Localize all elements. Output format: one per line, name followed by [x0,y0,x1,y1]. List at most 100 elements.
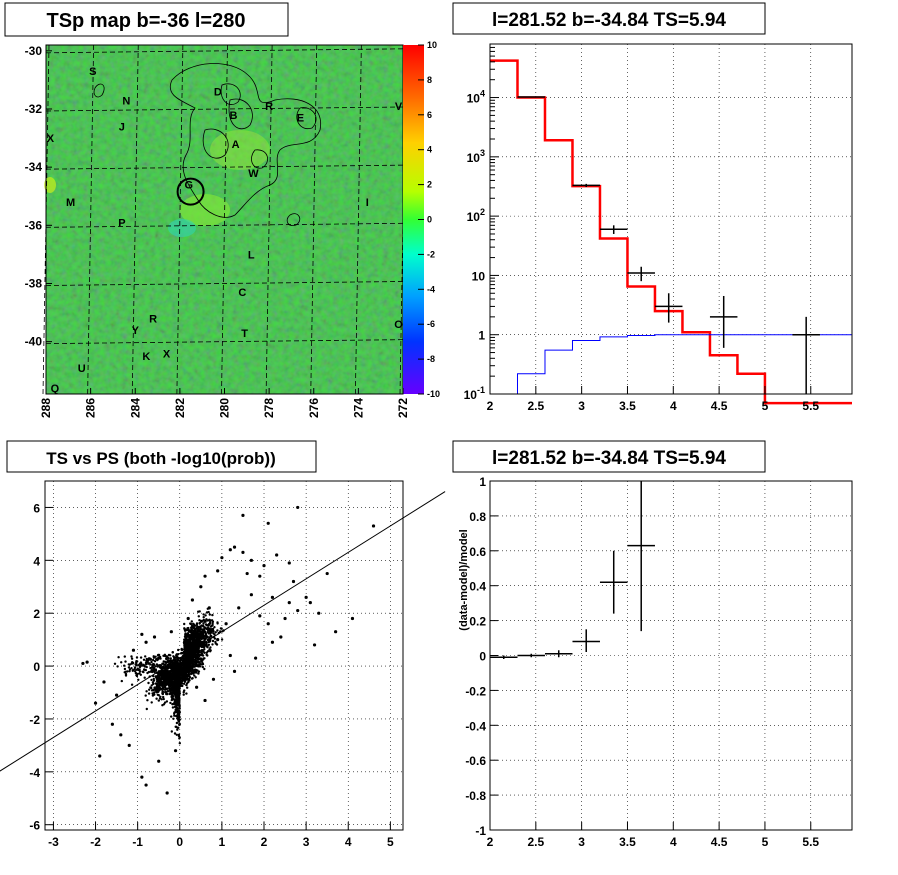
scatter-point [115,693,119,697]
scatter-point [224,622,228,626]
scatter-point [350,616,355,621]
colorbar-tick-label: -6 [427,319,435,329]
scatter-point [207,606,211,610]
scatter-point [131,648,136,652]
scatter-point [258,614,262,618]
scatter-x-tick-label: -3 [48,835,59,849]
map-gridline [45,106,404,112]
colorbar-tick-label: -10 [427,389,440,399]
scatter-point [228,548,232,552]
scatter-point [140,775,144,779]
scatter-point [199,585,203,589]
scatter-point [296,608,300,613]
spectrum-plot-area [490,44,852,394]
map-x-tick-label: 286 [84,398,98,418]
spectrum-x-tick-label: 4.5 [711,399,728,413]
source-label: D [214,87,222,99]
map-x-tick-label: 274 [351,398,365,418]
scatter-x-tick-label: -1 [132,835,143,849]
source-label: E [297,113,304,125]
source-label: P [118,217,125,229]
colorbar-tick-label: 0 [427,215,432,225]
scatter-point [165,791,169,795]
scatter-x-tick-label: 5 [387,835,394,849]
scatter-point [249,558,253,562]
residual-panel: l=281.52 b=-34.84 TS=5.94 2 2.5 3 3.5 4 4.5 5 5… [452,440,853,849]
scatter-point [241,513,245,517]
selected-position-circle [176,177,205,206]
source-label: N [122,95,130,107]
scatter-x-tick-label: 1 [219,835,226,849]
map-y-tick-label: -32 [25,102,43,116]
scatter-point [270,640,275,644]
colorbar-tick-label: 10 [427,40,437,50]
residual-y-tick-label: 0.2 [469,615,486,629]
residual-x-tick-label: 2 [487,835,494,849]
scatter-point [312,643,317,647]
scatter-point [241,550,245,554]
scatter-point [211,677,216,681]
source-label: R [149,313,157,325]
source-label: V [395,101,403,113]
scatter-y-tick-label: -4 [29,766,40,780]
map-x-tick-label: 284 [128,398,142,418]
map-title: TSp map b=-36 l=280 [47,10,246,32]
residual-y-tick-label: 0.6 [469,545,486,559]
scatter-point [93,701,98,705]
scatter-point [203,698,207,703]
map-y-tick-label: -34 [25,160,43,174]
scatter-point [262,564,266,568]
map-gridline [87,44,95,395]
scatter-point [127,743,131,747]
spectrum-x-tick-label: 2 [487,399,494,413]
residual-x-tick-label: 2.5 [527,835,544,849]
source-label: M [66,197,75,209]
source-label: R [265,101,273,113]
scatter-x-tick-label: 3 [303,835,310,849]
source-label: J [119,121,125,133]
scatter-point [232,545,237,549]
scatter-point [85,660,89,664]
spectrum-title: l=281.52 b=-34.84 TS=5.94 [492,10,726,31]
map-gridline [45,48,404,54]
ts-vs-ps-panel: TS vs PS (both -log10(prob)) -3 -2 -1 0 1 2 3 4… [0,440,446,849]
residual-x-tick-label: 5.5 [802,835,819,849]
scatter-point [216,638,220,642]
spectrum-y-tick-label: 104 [467,89,485,106]
source-label: B [229,110,237,122]
source-label: Q [51,383,60,395]
scatter-point [102,680,106,684]
scatter-point [152,635,157,639]
scatter-point [81,661,85,666]
scatter-point [144,640,148,644]
scatter-point [220,556,224,560]
scatter-point [266,521,270,525]
spectrum-x-tick-label: 5.5 [802,399,819,413]
scatter-point [190,598,195,602]
map-x-tick-label: 288 [39,398,53,418]
scatter-point [157,759,161,763]
scatter-point [266,622,270,626]
scatter-title: TS vs PS (both -log10(prob)) [46,449,276,468]
map-y-tick-label: -36 [25,218,43,232]
scatter-point [169,630,173,634]
scatter-x-tick-label: 4 [345,835,352,849]
source-label: O [394,319,403,331]
residual-y-tick-label: -0.4 [465,719,486,733]
scatter-point [275,553,279,557]
residual-x-tick-label: 3 [578,835,585,849]
scatter-point [203,574,207,578]
scatter-y-tick-label: -2 [29,713,40,727]
source-label: K [142,351,150,363]
residual-y-tick-label: 0 [479,650,486,664]
colorbar-tick-label: 8 [427,75,432,85]
spectrum-y-tick-label: 1 [478,329,485,343]
spectrum-y-tick-label: 102 [467,207,485,224]
source-label: A [232,139,240,151]
map-gridline [45,339,404,345]
scatter-point [173,749,178,753]
scatter-point [258,574,262,578]
residual-x-tick-label: 3.5 [619,835,636,849]
source-label: S [89,66,96,78]
